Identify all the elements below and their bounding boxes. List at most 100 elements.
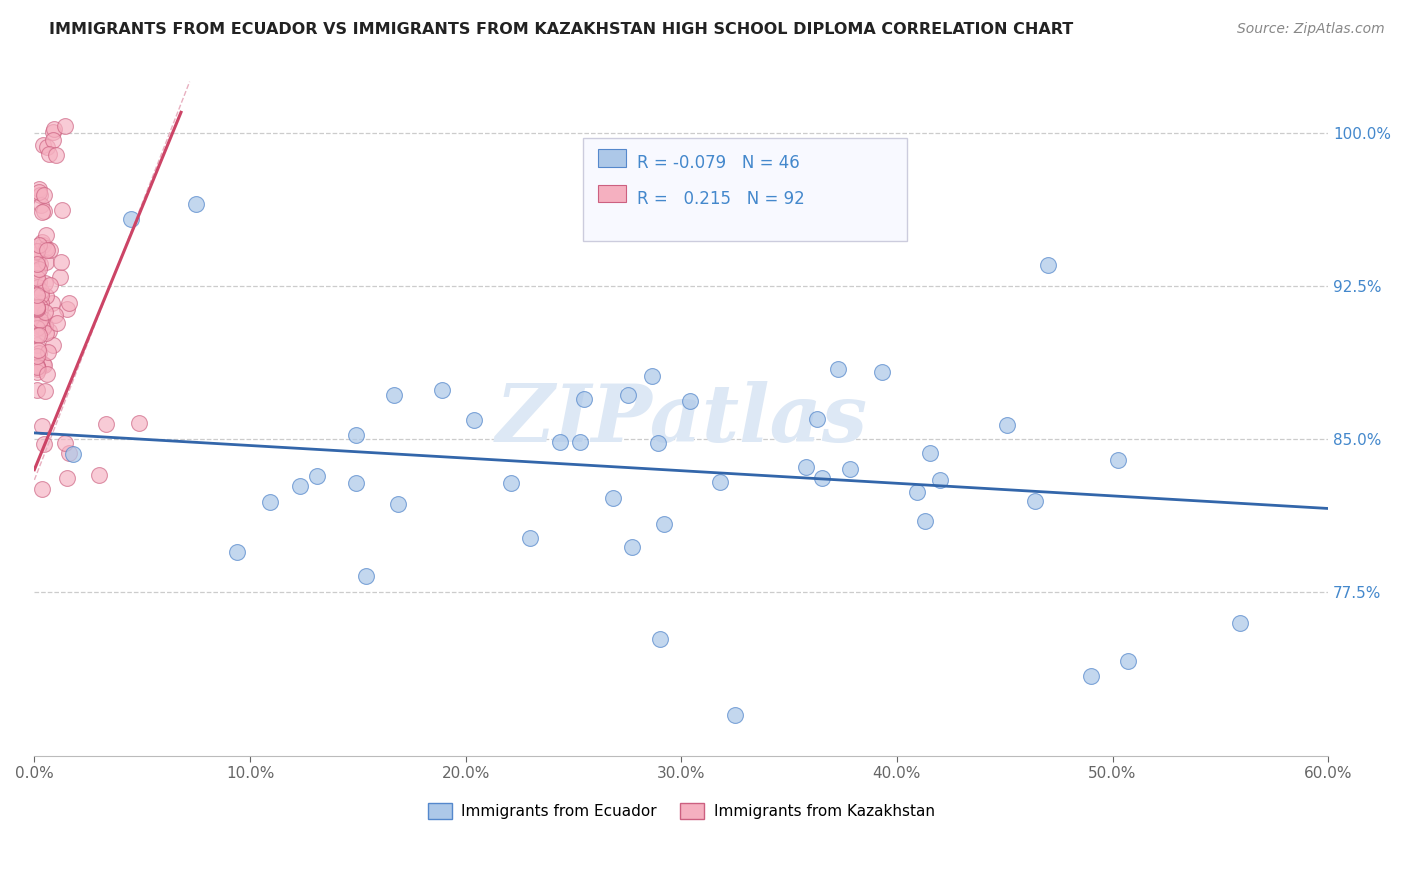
Point xyxy=(905,484,928,499)
Point xyxy=(356,569,378,583)
Point xyxy=(678,394,700,409)
Point xyxy=(31,418,53,433)
Point xyxy=(25,257,48,271)
Point xyxy=(430,384,453,398)
Point xyxy=(25,301,48,316)
Point xyxy=(1080,669,1102,683)
Point xyxy=(27,349,49,363)
Point xyxy=(42,132,65,146)
Point xyxy=(45,148,67,162)
Point xyxy=(28,301,51,315)
Point xyxy=(827,361,849,376)
Point xyxy=(548,434,571,449)
Point xyxy=(569,434,592,449)
Point xyxy=(30,284,52,298)
Point xyxy=(35,289,58,303)
Point xyxy=(38,243,60,257)
Point xyxy=(387,497,409,511)
Point xyxy=(1229,615,1251,630)
Point xyxy=(25,365,48,379)
Point xyxy=(53,119,76,133)
Point xyxy=(25,359,48,373)
Text: R =   0.215   N = 92: R = 0.215 N = 92 xyxy=(637,190,804,208)
Point xyxy=(28,237,51,252)
Point xyxy=(32,237,55,252)
Point xyxy=(27,317,49,331)
Point xyxy=(120,211,142,226)
Point xyxy=(648,632,671,647)
Point xyxy=(25,300,48,314)
Legend: Immigrants from Ecuador, Immigrants from Kazakhstan: Immigrants from Ecuador, Immigrants from… xyxy=(422,797,941,825)
Point xyxy=(31,311,53,326)
Point xyxy=(25,287,48,301)
Point xyxy=(30,296,52,310)
Point xyxy=(25,301,48,316)
Point xyxy=(35,367,58,381)
Point xyxy=(31,320,53,334)
Point xyxy=(616,388,638,402)
Point xyxy=(62,447,84,461)
Point xyxy=(94,417,117,431)
Point xyxy=(34,358,56,372)
Point xyxy=(28,275,51,289)
Point xyxy=(128,416,150,430)
Point xyxy=(34,255,56,269)
Point xyxy=(27,383,49,397)
Point xyxy=(34,304,56,318)
Point xyxy=(27,244,49,259)
Point xyxy=(31,137,53,152)
Point xyxy=(641,369,664,384)
Point xyxy=(499,476,522,491)
Point xyxy=(53,436,76,450)
Point xyxy=(27,186,49,200)
Point xyxy=(38,278,60,293)
Point xyxy=(519,531,541,545)
Point xyxy=(25,263,48,277)
Point xyxy=(382,388,405,402)
Point xyxy=(35,243,58,257)
Point xyxy=(28,257,51,271)
Point xyxy=(42,338,65,352)
Point xyxy=(838,461,860,475)
Point xyxy=(25,251,48,265)
Point xyxy=(929,473,952,487)
Point xyxy=(344,428,367,442)
Point xyxy=(49,254,72,268)
Point xyxy=(49,269,72,284)
Point xyxy=(344,475,367,490)
Point xyxy=(35,140,58,154)
Text: R = -0.079   N = 46: R = -0.079 N = 46 xyxy=(637,154,800,172)
Point xyxy=(602,491,624,506)
Point xyxy=(572,392,595,407)
Point xyxy=(32,203,55,218)
Point xyxy=(647,436,669,450)
Point xyxy=(38,146,60,161)
Point xyxy=(918,446,941,460)
Point xyxy=(38,324,60,338)
Point xyxy=(87,468,110,483)
Text: Source: ZipAtlas.com: Source: ZipAtlas.com xyxy=(1237,22,1385,37)
Point xyxy=(30,320,52,334)
Point xyxy=(810,471,832,485)
Point xyxy=(34,227,56,242)
Point xyxy=(31,235,53,249)
Point xyxy=(1036,259,1059,273)
Point xyxy=(709,475,731,490)
Point xyxy=(995,417,1018,432)
Point xyxy=(1024,494,1046,508)
Point xyxy=(37,344,59,359)
Point xyxy=(30,187,52,202)
Point xyxy=(30,288,52,302)
Point xyxy=(31,482,53,496)
Point xyxy=(41,296,63,310)
Point xyxy=(34,277,56,291)
Point xyxy=(25,270,48,285)
Point xyxy=(51,203,73,218)
Point xyxy=(34,318,56,332)
Point xyxy=(25,327,48,342)
Point xyxy=(25,306,48,320)
Point xyxy=(58,446,80,460)
Point xyxy=(463,413,485,427)
Point xyxy=(806,411,828,425)
Point xyxy=(620,541,643,555)
